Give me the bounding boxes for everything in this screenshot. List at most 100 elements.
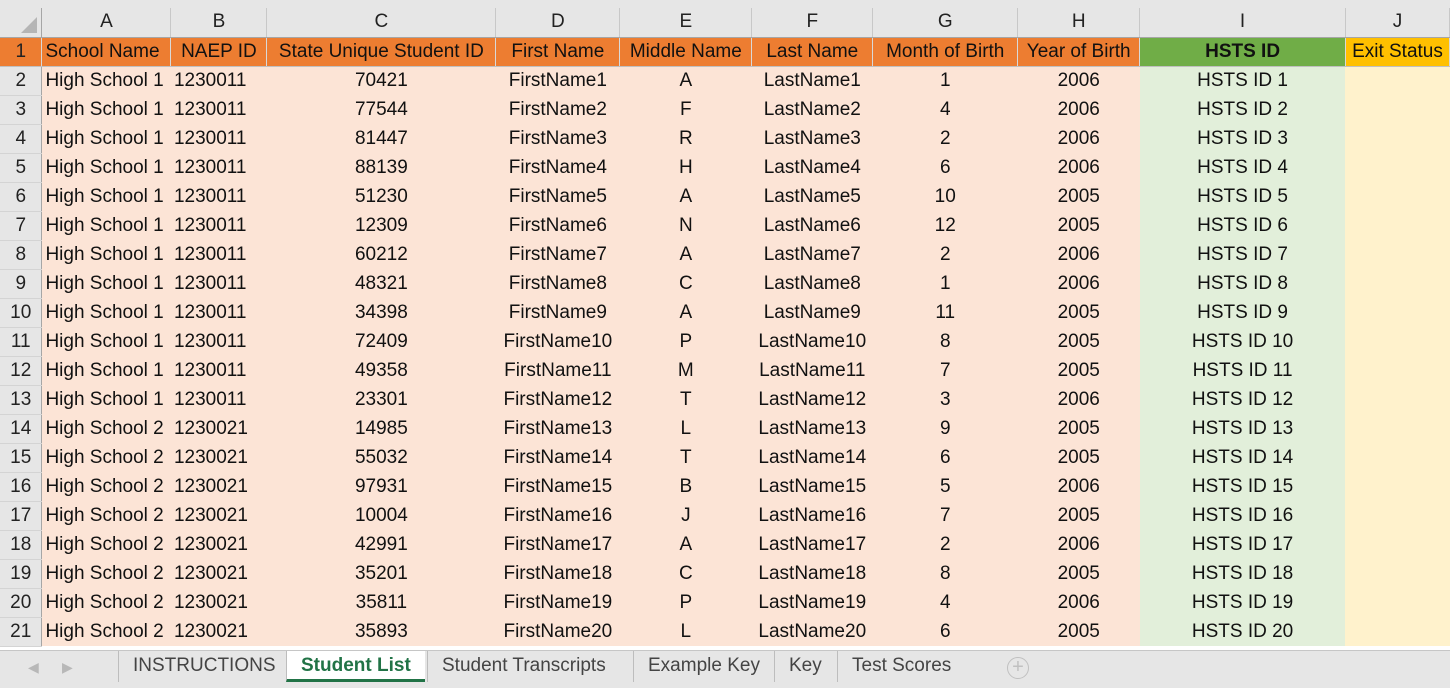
cell[interactable]: HSTS ID 19	[1139, 588, 1346, 617]
cell[interactable]: High School 1	[41, 95, 171, 124]
cell[interactable]: 2006	[1017, 124, 1140, 153]
cell[interactable]: FirstName10	[495, 327, 620, 356]
cell[interactable]: FirstName6	[495, 211, 620, 240]
cell[interactable]: 1230011	[170, 240, 267, 269]
cell[interactable]	[1345, 559, 1450, 588]
cell[interactable]: FirstName17	[495, 530, 620, 559]
cell[interactable]: FirstName8	[495, 269, 620, 298]
cell[interactable]: LastName18	[751, 559, 873, 588]
column-header-G[interactable]: G	[872, 8, 1019, 38]
cell[interactable]: A	[619, 298, 752, 327]
column-header-D[interactable]: D	[495, 8, 621, 38]
cell[interactable]: 2005	[1017, 211, 1140, 240]
cell[interactable]: 2005	[1017, 443, 1140, 472]
cell[interactable]: 70421	[266, 66, 496, 95]
cell[interactable]: P	[619, 588, 752, 617]
cell[interactable]: FirstName15	[495, 472, 620, 501]
cell[interactable]: 8	[872, 327, 1018, 356]
cell[interactable]: 11	[872, 298, 1018, 327]
sheet-tab[interactable]: Test Scores	[837, 651, 965, 682]
row-number[interactable]: 7	[0, 211, 43, 241]
cell[interactable]: LastName2	[751, 95, 873, 124]
cell[interactable]: HSTS ID 20	[1139, 617, 1346, 646]
header-cell[interactable]: School Name	[41, 37, 172, 67]
cell[interactable]: 2005	[1017, 559, 1140, 588]
cell[interactable]	[1345, 414, 1450, 443]
cell[interactable]: HSTS ID 6	[1139, 211, 1346, 240]
cell[interactable]: 10004	[266, 501, 496, 530]
cell[interactable]	[1345, 443, 1450, 472]
header-cell[interactable]: Middle Name	[619, 37, 753, 67]
cell[interactable]: 12	[872, 211, 1018, 240]
cell[interactable]: HSTS ID 18	[1139, 559, 1346, 588]
row-number[interactable]: 20	[0, 588, 43, 618]
row-number[interactable]: 19	[0, 559, 43, 589]
cell[interactable]: 1230021	[170, 559, 267, 588]
cell[interactable]	[1345, 66, 1450, 95]
column-header-J[interactable]: J	[1345, 8, 1450, 38]
cell[interactable]: 2005	[1017, 298, 1140, 327]
cell[interactable]: 2005	[1017, 501, 1140, 530]
cell[interactable]: 1230011	[170, 298, 267, 327]
cell[interactable]: High School 1	[41, 66, 171, 95]
column-header-I[interactable]: I	[1139, 8, 1346, 38]
cell[interactable]: FirstName16	[495, 501, 620, 530]
row-number[interactable]: 16	[0, 472, 43, 502]
cell[interactable]: High School 1	[41, 182, 171, 211]
cell[interactable]: LastName7	[751, 240, 873, 269]
cell[interactable]: 2006	[1017, 66, 1140, 95]
cell[interactable]: 1230021	[170, 443, 267, 472]
cell[interactable]: C	[619, 559, 752, 588]
scroll-right-icon[interactable]: ▶	[62, 659, 73, 675]
cell[interactable]: L	[619, 414, 752, 443]
cell[interactable]: 2006	[1017, 385, 1140, 414]
cell[interactable]: FirstName18	[495, 559, 620, 588]
cell[interactable]: High School 2	[41, 443, 171, 472]
cell[interactable]: 88139	[266, 153, 496, 182]
cell[interactable]: 72409	[266, 327, 496, 356]
cell[interactable]: R	[619, 124, 752, 153]
cell[interactable]: LastName15	[751, 472, 873, 501]
cell[interactable]: 12309	[266, 211, 496, 240]
cell[interactable]: FirstName5	[495, 182, 620, 211]
cell[interactable]: HSTS ID 4	[1139, 153, 1346, 182]
column-header-B[interactable]: B	[170, 8, 268, 38]
cell[interactable]: LastName8	[751, 269, 873, 298]
cell[interactable]: 2006	[1017, 530, 1140, 559]
cell[interactable]: L	[619, 617, 752, 646]
cell[interactable]	[1345, 153, 1450, 182]
cell[interactable]: 1230021	[170, 414, 267, 443]
row-number[interactable]: 1	[0, 37, 43, 67]
cell[interactable]: 9	[872, 414, 1018, 443]
header-cell[interactable]: Year of Birth	[1017, 37, 1141, 67]
cell[interactable]: FirstName9	[495, 298, 620, 327]
cell[interactable]: High School 1	[41, 269, 171, 298]
cell[interactable]: FirstName1	[495, 66, 620, 95]
cell[interactable]: HSTS ID 13	[1139, 414, 1346, 443]
cell[interactable]: HSTS ID 15	[1139, 472, 1346, 501]
column-header-E[interactable]: E	[619, 8, 753, 38]
cell[interactable]: High School 1	[41, 211, 171, 240]
cell[interactable]: 8	[872, 559, 1018, 588]
cell[interactable]: High School 1	[41, 327, 171, 356]
cell[interactable]: LastName9	[751, 298, 873, 327]
cell[interactable]: 1230011	[170, 385, 267, 414]
cell[interactable]: High School 2	[41, 559, 171, 588]
plus-circle-icon[interactable]: +	[1007, 657, 1029, 679]
cell[interactable]: High School 2	[41, 501, 171, 530]
cell[interactable]: LastName19	[751, 588, 873, 617]
cell[interactable]	[1345, 356, 1450, 385]
row-number[interactable]: 14	[0, 414, 43, 444]
cell[interactable]: High School 1	[41, 124, 171, 153]
header-cell[interactable]: Exit Status	[1345, 37, 1450, 67]
cell[interactable]: 2	[872, 240, 1018, 269]
scroll-left-icon[interactable]: ◀	[28, 659, 39, 675]
cell[interactable]: LastName10	[751, 327, 873, 356]
cell[interactable]: F	[619, 95, 752, 124]
cell[interactable]: 1	[872, 66, 1018, 95]
cell[interactable]: 4	[872, 95, 1018, 124]
cell[interactable]: 2006	[1017, 95, 1140, 124]
cell[interactable]: LastName5	[751, 182, 873, 211]
cell[interactable]: HSTS ID 5	[1139, 182, 1346, 211]
cell[interactable]: 2005	[1017, 414, 1140, 443]
